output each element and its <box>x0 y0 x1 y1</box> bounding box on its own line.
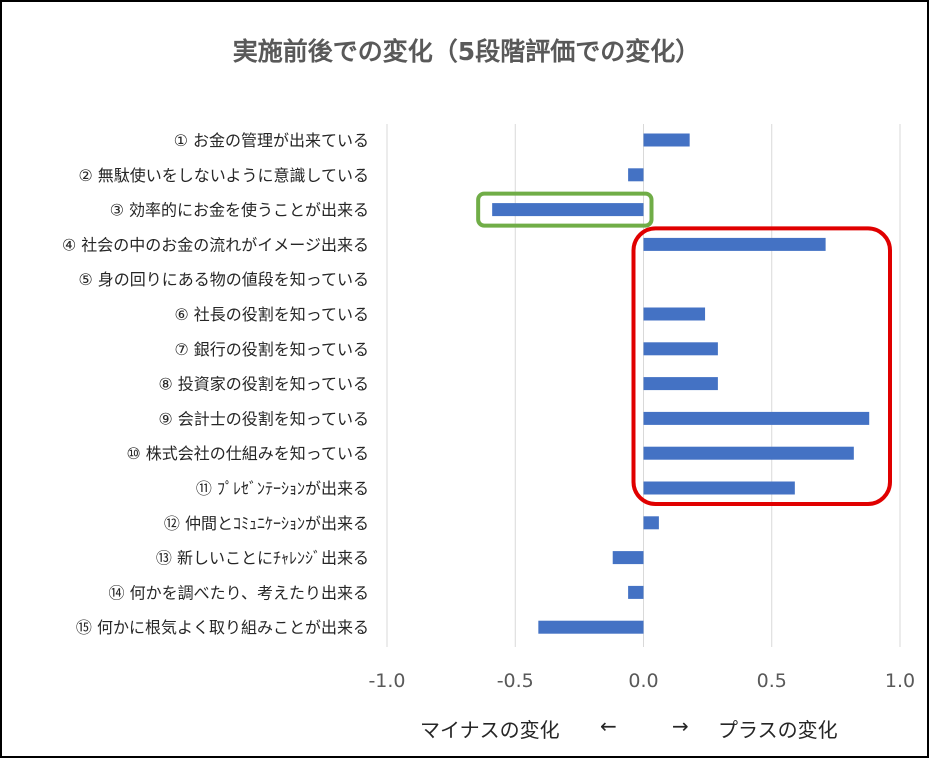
bar <box>643 307 706 321</box>
bar <box>643 342 718 356</box>
bars <box>492 133 870 634</box>
bar <box>643 237 826 251</box>
category-label: ① お金の管理が出来ている <box>174 131 369 150</box>
category-label: ⑫ 仲間とｺﾐｭﾆｹｰｼｮﾝが出来る <box>164 514 369 533</box>
bar <box>643 446 854 460</box>
category-label: ⑤ 身の回りにある物の値段を知っている <box>78 270 369 289</box>
category-label: ⑩ 株式会社の仕組みを知っている <box>126 444 369 463</box>
bar <box>628 168 644 182</box>
category-label: ⑦ 銀行の役割を知っている <box>174 340 369 359</box>
bar <box>538 620 644 634</box>
category-labels: ① お金の管理が出来ている ② 無駄使いをしないように意識している ③ 効率的にお金… <box>62 131 369 637</box>
bar <box>643 411 870 425</box>
bar <box>643 133 690 147</box>
x-tick-labels: -1.0 -0.5 0.0 0.5 1.0 <box>368 670 915 692</box>
x-tick-label: -0.5 <box>497 670 534 692</box>
bar <box>643 516 659 530</box>
category-label: ⑬ 新しいことにﾁｬﾚﾝｼﾞ出来る <box>156 549 369 568</box>
minus-change-label: マイナスの変化 <box>420 718 560 742</box>
category-label: ⑨ 会計士の役割を知っている <box>158 409 369 428</box>
category-label: ⑭ 何かを調べたり、考えたり出来る <box>109 583 369 602</box>
left-arrow: ← <box>600 714 617 738</box>
x-tick-label: 0.0 <box>628 670 658 692</box>
bar <box>628 585 644 599</box>
plus-change-label: プラスの変化 <box>718 718 838 742</box>
bar <box>612 551 644 565</box>
category-label: ② 無駄使いをしないように意識している <box>78 166 369 185</box>
bar <box>643 481 795 495</box>
highlight-boxes <box>476 191 892 506</box>
x-tick-label: -1.0 <box>368 670 405 692</box>
highlight-box <box>476 191 654 228</box>
highlight-box <box>631 226 892 506</box>
right-arrow: → <box>672 714 689 738</box>
category-label: ⑮ 何かに根気よく取り組みことが出来る <box>76 618 369 637</box>
category-label: ⑪ ﾌﾟﾚｾﾞﾝﾃｰｼｮﾝが出来る <box>196 479 369 498</box>
bar <box>492 203 644 217</box>
x-tick-label: 0.5 <box>757 670 787 692</box>
category-label: ③ 効率的にお金を使うことが出来る <box>110 201 369 220</box>
category-label: ⑥ 社長の役割を知っている <box>174 305 369 324</box>
x-tick-label: 1.0 <box>885 670 915 692</box>
category-label: ④ 社会の中のお金の流れがイメージ出来る <box>62 235 369 254</box>
chart-title: 実施前後での変化（5段階評価での変化） <box>232 37 701 66</box>
bar <box>643 377 718 391</box>
category-label: ⑧ 投資家の役割を知っている <box>158 375 369 394</box>
